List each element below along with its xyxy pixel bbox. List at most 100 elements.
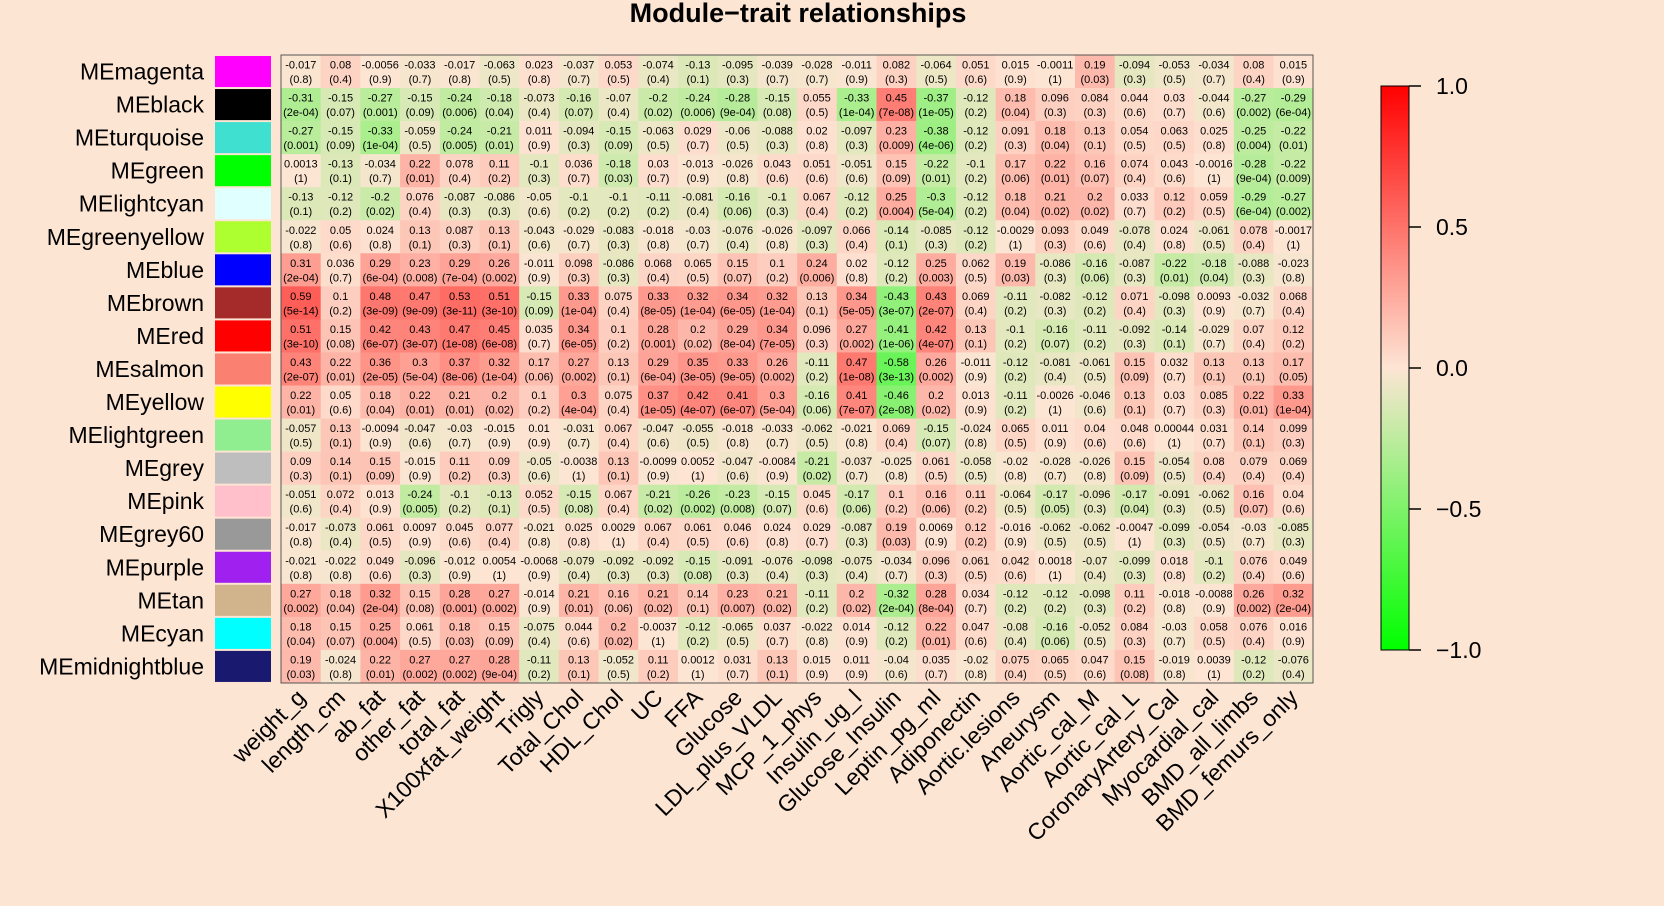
heatmap-cell	[1273, 616, 1314, 651]
heatmap-cell	[1035, 484, 1076, 518]
heatmap-cell	[320, 319, 361, 353]
cell-correlation-label: -0.26	[685, 489, 710, 501]
cell-pvalue-label: (0.6)	[647, 438, 670, 450]
cell-pvalue-label: (0.8)	[1004, 471, 1027, 483]
cell-pvalue-label: (9e-04)	[720, 107, 755, 119]
heatmap-cell	[717, 352, 758, 386]
cell-correlation-label: 0.34	[846, 291, 867, 303]
heatmap-cell	[1194, 154, 1235, 188]
heatmap-cell	[1154, 286, 1195, 320]
heatmap-cell	[1194, 451, 1235, 485]
heatmap-cell	[757, 319, 798, 353]
cell-pvalue-label: (0.6)	[1004, 570, 1027, 582]
heatmap-cell	[638, 253, 679, 287]
cell-pvalue-label: (0.1)	[607, 371, 630, 383]
cell-pvalue-label: (0.9)	[687, 173, 710, 185]
cell-pvalue-label: (0.9)	[1004, 537, 1027, 549]
cell-correlation-label: 0.25	[370, 621, 391, 633]
cell-pvalue-label: (0.9)	[1203, 305, 1226, 317]
heatmap-cell	[678, 319, 718, 353]
cell-pvalue-label: (0.5)	[964, 471, 987, 483]
cell-pvalue-label: (0.3)	[1123, 74, 1146, 86]
cell-pvalue-label: (0.06)	[922, 504, 951, 516]
cell-correlation-label: 0.33	[568, 291, 589, 303]
cell-correlation-label: 0.2	[928, 390, 943, 402]
cell-pvalue-label: (0.002)	[1276, 206, 1311, 218]
heatmap-cell	[1273, 253, 1314, 287]
heatmap-cell	[916, 418, 957, 452]
heatmap-frame	[280, 54, 1314, 684]
heatmap-cell	[717, 55, 758, 89]
cell-correlation-label: -0.099	[1159, 522, 1190, 534]
cell-pvalue-label: (0.9)	[925, 537, 948, 549]
cell-pvalue-label: (1e-04)	[363, 140, 398, 152]
heatmap-cell	[916, 220, 957, 254]
cell-pvalue-label: (0.01)	[445, 405, 474, 417]
cell-correlation-label: 0.11	[449, 456, 470, 468]
heatmap-cell	[1233, 220, 1274, 254]
cell-correlation-label: -0.091	[1159, 489, 1190, 501]
cell-correlation-label: 0.15	[886, 159, 907, 171]
heatmap-cell	[439, 616, 480, 651]
cell-correlation-label: 0.19	[886, 522, 907, 534]
cell-correlation-label: -0.086	[1040, 258, 1071, 270]
heatmap-cell	[717, 154, 758, 188]
heatmap-cell	[797, 418, 838, 452]
heatmap-cell	[1154, 55, 1195, 89]
cell-pvalue-label: (0.3)	[1123, 338, 1146, 350]
heatmap-cell	[916, 88, 957, 122]
cell-correlation-label: -0.1	[966, 159, 985, 171]
heatmap-cell	[598, 385, 639, 419]
heatmap-cell	[320, 253, 361, 287]
column-labels: weight_glength_cmab_fatother_fattotal_fa…	[226, 684, 1303, 847]
heatmap-cell	[598, 121, 639, 155]
heatmap-cell	[717, 649, 758, 684]
heatmap-cell	[1194, 187, 1235, 221]
cell-pvalue-label: (0.8)	[448, 74, 471, 86]
row-label: MEblue	[126, 257, 204, 283]
cell-correlation-label: 0.51	[290, 324, 311, 336]
heatmap-cell	[1154, 583, 1195, 618]
cell-correlation-label: 0.36	[370, 357, 391, 369]
cell-pvalue-label: (0.07)	[1080, 173, 1109, 185]
cell-pvalue-label: (1)	[1048, 405, 1061, 417]
cell-pvalue-label: (3e-11)	[442, 305, 477, 317]
cell-correlation-label: 0.21	[767, 588, 788, 600]
cell-pvalue-label: (0.002)	[482, 603, 517, 615]
heatmap-cell	[678, 187, 718, 221]
heatmap-cell	[757, 550, 798, 585]
cell-correlation-label: 0.35	[687, 357, 708, 369]
heatmap-cell	[400, 220, 441, 254]
cell-correlation-label: 0.13	[1203, 357, 1224, 369]
cell-pvalue-label: (0.2)	[964, 206, 987, 218]
cell-pvalue-label: (0.2)	[885, 504, 908, 516]
cell-correlation-label: -0.085	[1278, 522, 1309, 534]
cell-correlation-label: 0.015	[1002, 60, 1030, 72]
cell-correlation-label: 0.013	[366, 489, 394, 501]
cell-pvalue-label: (0.5)	[925, 471, 948, 483]
cell-pvalue-label: (5e-04)	[918, 206, 953, 218]
cell-pvalue-label: (0.07)	[763, 504, 792, 516]
cell-pvalue-label: (0.4)	[567, 570, 590, 582]
cell-correlation-label: 0.077	[486, 522, 514, 534]
cell-pvalue-label: (0.4)	[647, 74, 670, 86]
heatmap-cell	[955, 88, 996, 122]
cell-correlation-label: 0.42	[687, 390, 708, 402]
heatmap-cell	[479, 583, 520, 618]
row-label: MEmagenta	[80, 59, 204, 85]
cell-pvalue-label: (0.2)	[1004, 371, 1027, 383]
cell-pvalue-label: (0.7)	[766, 636, 789, 648]
cell-pvalue-label: (0.07)	[326, 107, 355, 119]
heatmap-cell	[1114, 253, 1155, 287]
cell-pvalue-label: (0.3)	[845, 537, 868, 549]
heatmap-cell	[1114, 649, 1155, 684]
cell-correlation-label: -0.011	[961, 357, 991, 369]
cell-correlation-label: -0.11	[1083, 324, 1107, 336]
cell-correlation-label: -0.0016	[1195, 159, 1232, 171]
cell-pvalue-label: (0.08)	[763, 107, 792, 119]
heatmap-cell	[519, 319, 560, 353]
cell-correlation-label: -0.057	[285, 423, 316, 435]
heatmap-cell	[281, 187, 321, 221]
cell-correlation-label: -0.2	[371, 192, 390, 204]
cell-correlation-label: 0.18	[1005, 93, 1026, 105]
